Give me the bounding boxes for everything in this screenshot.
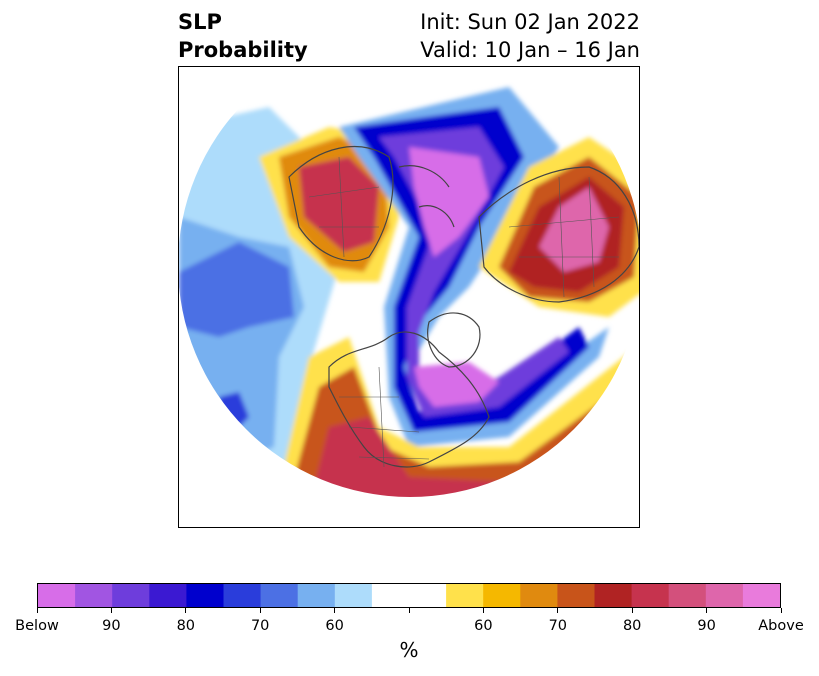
colorbar-swatch	[38, 584, 76, 607]
colorbar-tick-label: Below	[15, 618, 59, 634]
colorbar-swatch	[668, 584, 707, 607]
colorbar-tick	[482, 608, 484, 613]
colorbar-swatch	[371, 584, 410, 607]
colorbar-tick-label: 90	[102, 618, 121, 634]
colorbar-swatch	[446, 584, 484, 607]
init-date: Init: Sun 02 Jan 2022	[420, 10, 640, 34]
colorbar-swatch	[705, 584, 744, 607]
colorbar-unit-label: %	[399, 638, 419, 662]
map-panel	[178, 66, 640, 528]
coastline-siberia	[288, 146, 394, 262]
colorbar-swatch	[149, 584, 187, 607]
coastline-north-america	[328, 331, 490, 468]
colorbar-swatch	[112, 584, 150, 607]
border-lines-america	[339, 366, 430, 468]
colorbar-tick	[780, 608, 782, 613]
valid-date: Valid: 10 Jan – 16 Jan	[420, 38, 640, 62]
arctic-low-core	[409, 147, 489, 257]
colorbar-swatch	[594, 584, 633, 607]
colorbar-tick-label: 60	[474, 618, 493, 634]
colorbar-tick	[631, 608, 633, 613]
colorbar-swatch	[409, 584, 447, 607]
date-info: Init: Sun 02 Jan 2022 Valid: 10 Jan – 16…	[420, 8, 640, 64]
colorbar-swatches	[38, 584, 780, 607]
border-lines-siberia	[308, 156, 380, 258]
siberia-high-deep	[299, 157, 379, 252]
colorbar-tick-label: 70	[250, 618, 270, 634]
colorbar-tick	[408, 608, 410, 613]
colorbar-swatch	[297, 584, 336, 607]
colorbar-tick	[110, 608, 112, 613]
colorbar-tick	[557, 608, 559, 613]
probability-map	[179, 67, 639, 497]
title-line-slp: SLP	[178, 10, 222, 34]
country-borders	[308, 156, 620, 468]
coastline-arctic-islands	[398, 165, 455, 228]
colorbar-tick	[259, 608, 261, 613]
canada-low-core	[414, 362, 499, 407]
map-fill-layer	[179, 67, 639, 497]
pacific-low-deep	[179, 242, 294, 337]
colorbar-swatch	[186, 584, 224, 607]
border-lines-eurasia	[508, 176, 620, 298]
colorbar-swatch	[520, 584, 558, 607]
colorbar-swatch	[742, 584, 780, 607]
colorbar-tick-label: 80	[176, 618, 196, 634]
title-line-probability: Probability	[178, 38, 308, 62]
colorbar-tick-label: 80	[622, 618, 642, 634]
colorbar-tick-label: 90	[697, 618, 716, 634]
colorbar-tick-label: 60	[325, 618, 344, 634]
colorbar	[37, 583, 781, 608]
colorbar-swatch	[260, 584, 299, 607]
colorbar-swatch	[334, 584, 373, 607]
plot-title: SLP Probability	[178, 8, 308, 64]
colorbar-tick	[334, 608, 336, 613]
colorbar-tick	[185, 608, 187, 613]
colorbar-tick-label: Above	[758, 618, 804, 634]
coastline-greenland	[427, 312, 481, 368]
colorbar-swatch	[223, 584, 262, 607]
colorbar-swatch	[483, 584, 521, 607]
eurasia-high-core	[539, 187, 609, 272]
colorbar-swatch	[75, 584, 113, 607]
coastlines	[288, 146, 639, 468]
colorbar-swatch	[631, 584, 670, 607]
colorbar-tick-label: 70	[548, 618, 568, 634]
colorbar-tick	[36, 608, 38, 613]
colorbar-swatch	[557, 584, 595, 607]
colorbar-tick	[706, 608, 708, 613]
